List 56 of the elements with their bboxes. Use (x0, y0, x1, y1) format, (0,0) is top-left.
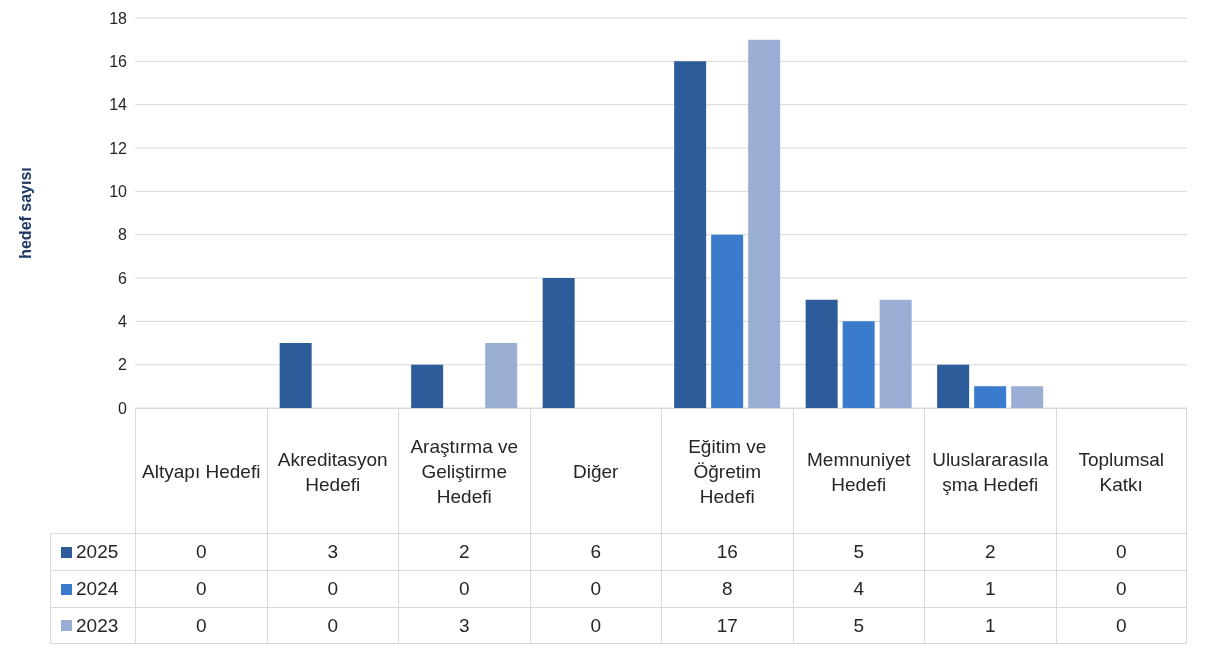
bar (879, 299, 912, 408)
x-tick-label: Altyapı Hedefi (135, 409, 267, 534)
x-tick-label: Akreditasyon Hedefi (266, 409, 398, 534)
x-tick-label: Toplumsal Katkı (1055, 409, 1187, 534)
bar (805, 299, 838, 408)
y-axis-title: hedef sayısı (16, 167, 34, 259)
y-tick-label: 0 (118, 399, 128, 417)
data-label: 0 (266, 571, 398, 607)
legend-label: 2023 (76, 614, 119, 637)
bar (711, 234, 744, 408)
data-label: 6 (529, 534, 661, 570)
data-label: 2 (398, 534, 530, 570)
y-tick-label: 16 (109, 53, 128, 71)
y-tick-label: 4 (118, 313, 128, 331)
data-label: 5 (792, 608, 924, 643)
bar (411, 364, 444, 408)
bar (674, 61, 707, 408)
data-label: 0 (266, 608, 398, 643)
data-label: 0 (529, 571, 661, 607)
x-tick-label: Araştırma ve Geliştirme Hedefi (398, 409, 530, 534)
y-tick-label: 18 (109, 9, 128, 27)
bar (1011, 386, 1044, 408)
data-label: 3 (266, 534, 398, 570)
legend-label: 2024 (76, 578, 119, 600)
data-label: 0 (1055, 571, 1187, 607)
x-tick-label: Uluslararasılaşma Hedefi (924, 409, 1056, 534)
data-label: 1 (924, 608, 1056, 643)
bar (542, 278, 575, 408)
y-tick-label: 12 (109, 139, 128, 157)
x-tick-label: Eğitim ve Öğretim Hedefi (661, 409, 793, 534)
data-label: 17 (661, 608, 793, 643)
data-label: 16 (661, 534, 793, 570)
data-label: 2 (924, 534, 1056, 570)
bar (485, 343, 518, 408)
y-tick-label: 2 (118, 356, 128, 374)
data-label: 0 (529, 608, 661, 643)
data-label: 3 (398, 608, 530, 643)
legend-label: 2025 (76, 541, 119, 563)
bar (842, 321, 875, 408)
bar (279, 343, 312, 408)
x-tick-label: Diğer (529, 409, 661, 534)
y-tick-label: 14 (109, 96, 128, 114)
x-tick-label: Memnuniyet Hedefi (792, 409, 924, 534)
data-label: 8 (661, 571, 793, 607)
bar (937, 364, 970, 408)
data-label: 0 (1055, 608, 1187, 643)
data-label: 0 (1055, 534, 1187, 570)
data-label: 4 (792, 571, 924, 607)
bar (748, 39, 781, 408)
y-tick-label: 6 (118, 269, 128, 287)
y-tick-label: 8 (118, 226, 128, 244)
data-label: 5 (792, 534, 924, 570)
data-label: 0 (398, 571, 530, 607)
bar (974, 386, 1007, 408)
y-tick-label: 10 (109, 183, 128, 201)
data-label: 1 (924, 571, 1056, 607)
